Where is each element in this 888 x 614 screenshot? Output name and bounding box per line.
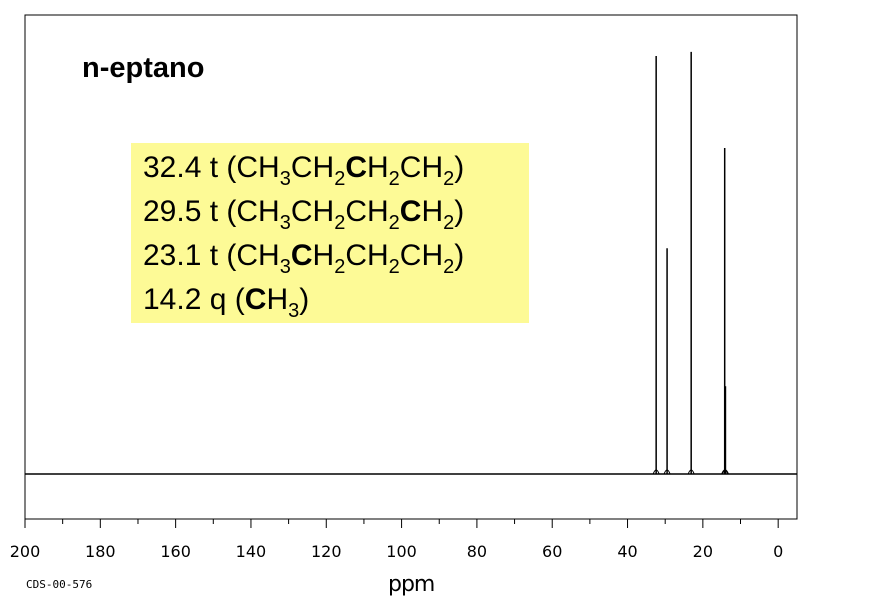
- x-axis-tick-labels: 200 180 160 140 120 100 80 60 40 20 0: [10, 542, 784, 561]
- peak-base: [652, 469, 660, 475]
- x-axis-label: ppm: [388, 572, 435, 597]
- plot-frame: [24, 14, 798, 520]
- peak-base: [663, 469, 671, 475]
- chemical-shift: 14.2: [143, 283, 210, 316]
- structure-fragment: (CH3CH2CH2CH2): [226, 195, 465, 234]
- assignment-box: [131, 143, 529, 323]
- assignment-line: 14.2 q (CH3): [143, 283, 310, 322]
- assignment-line: 29.5 t (CH3CH2CH2CH2): [143, 195, 465, 234]
- multiplicity: t: [209, 151, 227, 184]
- assignment-line: 23.1 t (CH3CH2CH2CH2): [143, 239, 465, 278]
- spectrum-code: CDS-00-576: [26, 578, 93, 591]
- x-tick-label: 140: [236, 542, 267, 561]
- structure-fragment: (CH3): [234, 283, 310, 322]
- multiplicity: t: [209, 195, 227, 228]
- x-tick-label: 200: [10, 542, 41, 561]
- peak-series: [652, 51, 729, 475]
- x-tick-label: 20: [693, 542, 713, 561]
- peak-base: [721, 469, 729, 475]
- chemical-shift: 23.1: [143, 239, 210, 272]
- structure-fragment: (CH3CH2CH2CH2): [226, 151, 465, 190]
- chart-title: n-eptano: [82, 52, 205, 84]
- x-tick-label: 60: [542, 542, 562, 561]
- x-tick-label: 180: [85, 542, 116, 561]
- multiplicity: t: [209, 239, 227, 272]
- peak-base: [687, 469, 695, 475]
- x-tick-label: 80: [467, 542, 487, 561]
- x-axis-ticks: [24, 519, 779, 528]
- structure-fragment: (CH3CH2CH2CH2): [226, 239, 465, 278]
- x-tick-label: 0: [773, 542, 783, 561]
- x-tick-label: 160: [160, 542, 191, 561]
- x-tick-label: 100: [386, 542, 417, 561]
- x-tick-label: 40: [617, 542, 637, 561]
- chemical-shift: 32.4: [143, 151, 210, 184]
- assignment-line: 32.4 t (CH3CH2CH2CH2): [143, 151, 465, 190]
- x-tick-label: 120: [311, 542, 342, 561]
- chemical-shift: 29.5: [143, 195, 210, 228]
- multiplicity: q: [209, 283, 235, 316]
